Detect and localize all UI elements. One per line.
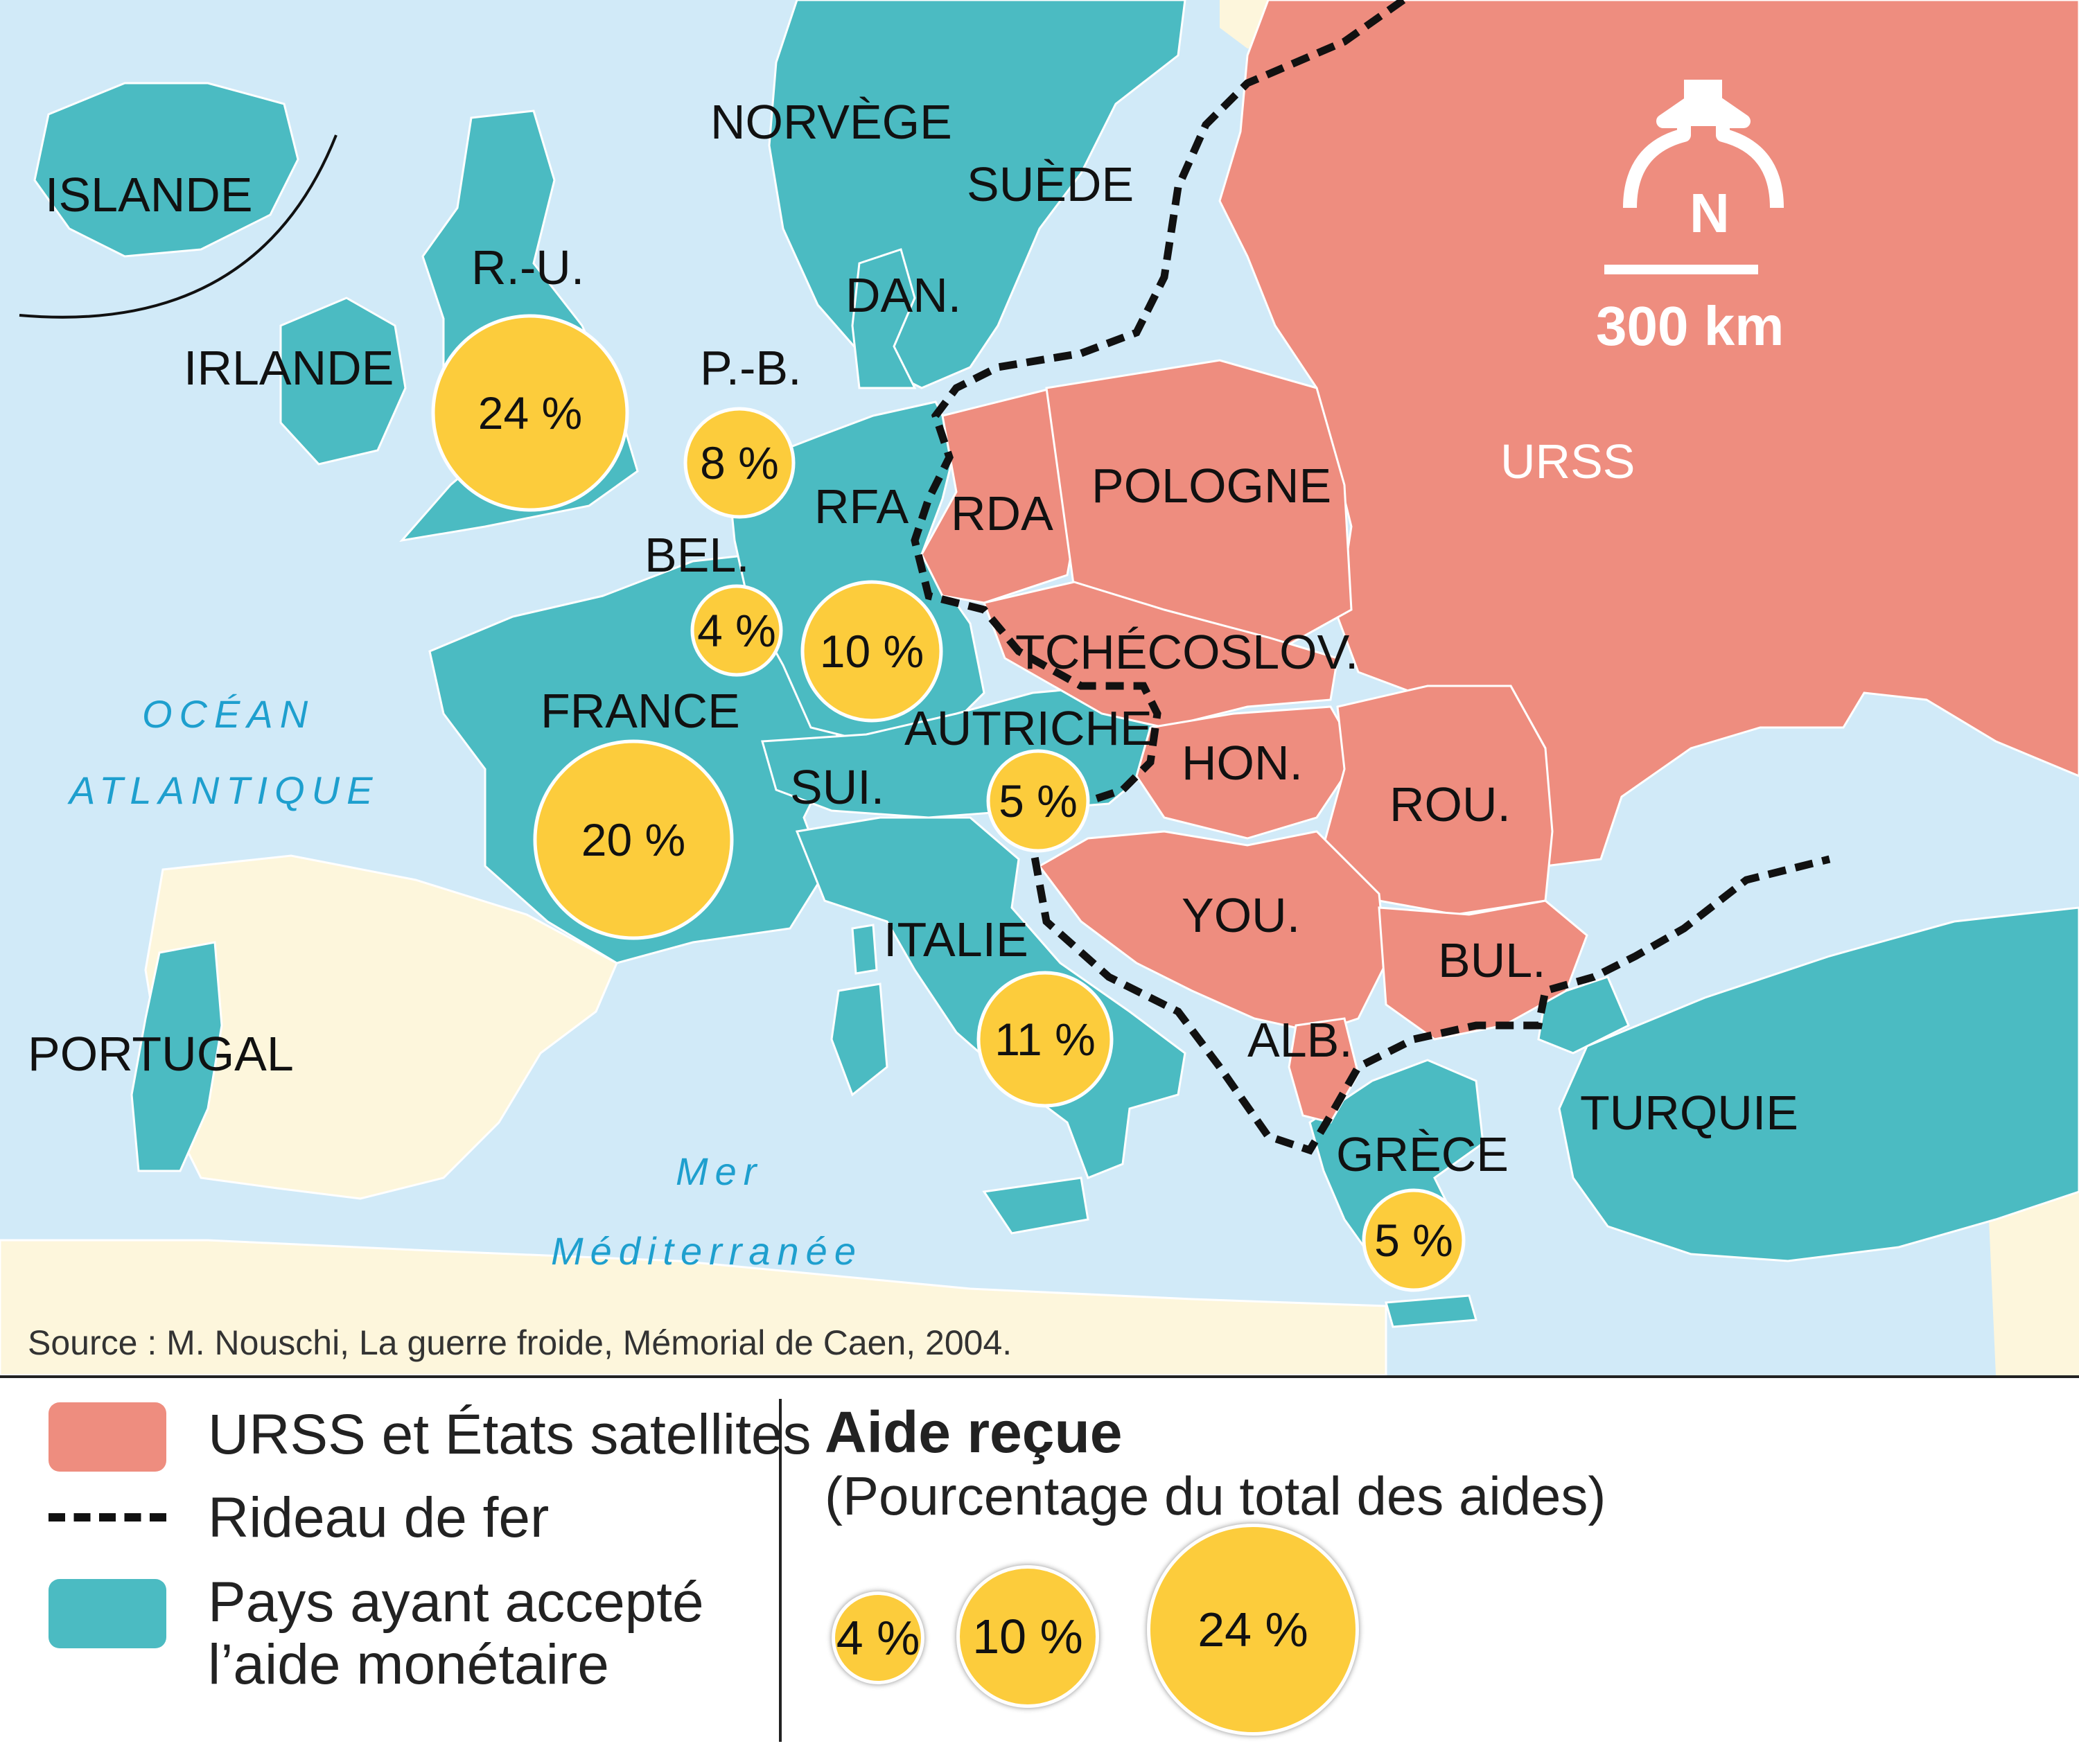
- legend-aid-title: Aide reçue: [825, 1400, 1123, 1465]
- legend-ussr-label: URSS et États satellites: [208, 1403, 812, 1466]
- legend-aid-label-1: Pays ayant accepté: [208, 1571, 704, 1634]
- label-irlande: IRLANDE: [184, 341, 394, 395]
- label-atlantique: ATLANTIQUE: [67, 768, 379, 812]
- label-tchecoslov: TCHÉCOSLOV.: [1015, 625, 1358, 679]
- label-sui: SUI.: [790, 760, 884, 814]
- label-hon: HON.: [1182, 736, 1303, 790]
- legend-bubble-small: 4 %: [832, 1591, 924, 1684]
- sicily-shape: [982, 1176, 1089, 1235]
- bubble-pb: [683, 407, 796, 519]
- label-grece: GRÈCE: [1336, 1127, 1509, 1181]
- bubble-bel-value: 4 %: [697, 605, 776, 656]
- bubble-france: [533, 739, 734, 940]
- yugoslavia-shape: [1037, 830, 1387, 1034]
- label-portugal: PORTUGAL: [28, 1027, 294, 1081]
- label-ru: R.-U.: [471, 240, 584, 294]
- legend-bubble-medium: 10 %: [956, 1565, 1099, 1708]
- legend-aid-subtitle: (Pourcentage du total des aides): [825, 1465, 1606, 1526]
- label-urss: URSS: [1500, 434, 1635, 488]
- bubble-autriche: [986, 749, 1090, 853]
- label-pologne: POLOGNE: [1091, 459, 1331, 513]
- aid-bubbles: 24 % 8 % 4 % 10 % 20 % 5 % 11 % 5 %: [431, 314, 1466, 1292]
- label-rfa: RFA: [814, 479, 909, 533]
- bubble-rfa: [800, 580, 943, 723]
- bubble-ru-value: 24 %: [478, 387, 582, 439]
- label-alb: ALB.: [1247, 1013, 1353, 1067]
- legend-aid-swatch: [49, 1579, 166, 1648]
- label-rou: ROU.: [1389, 777, 1511, 831]
- label-france: FRANCE: [541, 684, 740, 738]
- sardinia-shape: [830, 982, 888, 1097]
- czechoslovakia-shape: [982, 581, 1339, 729]
- north-arrow: N: [1623, 80, 1784, 244]
- label-dan: DAN.: [845, 268, 961, 322]
- iceland-inset-arc: [19, 134, 337, 319]
- legend-divider: [779, 1399, 782, 1742]
- denmark-shape: [851, 248, 917, 389]
- label-autriche: AUTRICHE: [904, 701, 1152, 755]
- turkey-shape: [1558, 906, 2079, 1262]
- label-rda: RDA: [951, 486, 1053, 540]
- legend-curtain-label: Rideau de fer: [208, 1486, 550, 1549]
- bubble-autriche-value: 5 %: [999, 775, 1078, 827]
- scale-bar: [1604, 265, 1758, 274]
- label-bul: BUL.: [1438, 933, 1546, 987]
- north-africa-land: [0, 1239, 1387, 1375]
- north-letter: N: [1690, 182, 1730, 244]
- label-turquie: TURQUIE: [1580, 1086, 1798, 1140]
- hungary-shape: [1135, 705, 1360, 840]
- ussr-bloc: [920, 0, 2079, 1124]
- label-ocean: OCÉAN: [142, 692, 315, 736]
- label-bel: BEL.: [644, 528, 750, 582]
- bubble-italie-value: 11 %: [994, 1014, 1096, 1065]
- legend-curtain-swatch: [49, 1513, 166, 1522]
- portugal-shape: [130, 941, 223, 1172]
- label-norvege: NORVÈGE: [710, 95, 952, 149]
- bubble-grece: [1362, 1188, 1466, 1292]
- bubble-rfa-value: 10 %: [820, 626, 924, 677]
- turkey-thrace-shape: [1537, 976, 1630, 1055]
- scale-label: 300 km: [1596, 295, 1784, 357]
- bubble-pb-value: 8 %: [700, 437, 779, 488]
- label-mediterranee: Méditerranée: [551, 1229, 863, 1273]
- legend-ussr-swatch: [49, 1402, 166, 1472]
- label-you: YOU.: [1182, 888, 1300, 942]
- bubble-ru: [431, 314, 629, 512]
- corsica-shape: [851, 924, 878, 975]
- bubble-grece-value: 5 %: [1374, 1215, 1453, 1266]
- legend-aid-label-2: l’aide monétaire: [208, 1633, 609, 1696]
- bulgaria-shape: [1378, 899, 1588, 1041]
- label-italie: ITALIE: [884, 912, 1028, 967]
- iron-curtain: [911, 0, 1831, 1155]
- label-islande: ISLANDE: [45, 168, 253, 222]
- iron-curtain-north: [911, 0, 1831, 1155]
- bubble-bel: [690, 584, 783, 677]
- label-suede: SUÈDE: [967, 157, 1134, 211]
- iceland-shape: [33, 82, 299, 258]
- legend-bubble-large: 24 %: [1147, 1524, 1359, 1736]
- legend: URSS et États satellites Rideau de fer P…: [0, 1375, 2079, 1764]
- label-mer: Mer: [676, 1149, 763, 1193]
- label-pb: P.-B.: [700, 341, 802, 395]
- ireland-shape: [279, 297, 407, 466]
- source-text: Source : M. Nouschi, La guerre froide, M…: [28, 1323, 1012, 1362]
- europe-map: ISLANDE IRLANDE R.-U. NORVÈGE SUÈDE DAN.…: [0, 0, 2079, 1375]
- bubble-italie: [976, 971, 1114, 1108]
- bubble-france-value: 20 %: [581, 814, 685, 865]
- crete-shape: [1385, 1294, 1477, 1328]
